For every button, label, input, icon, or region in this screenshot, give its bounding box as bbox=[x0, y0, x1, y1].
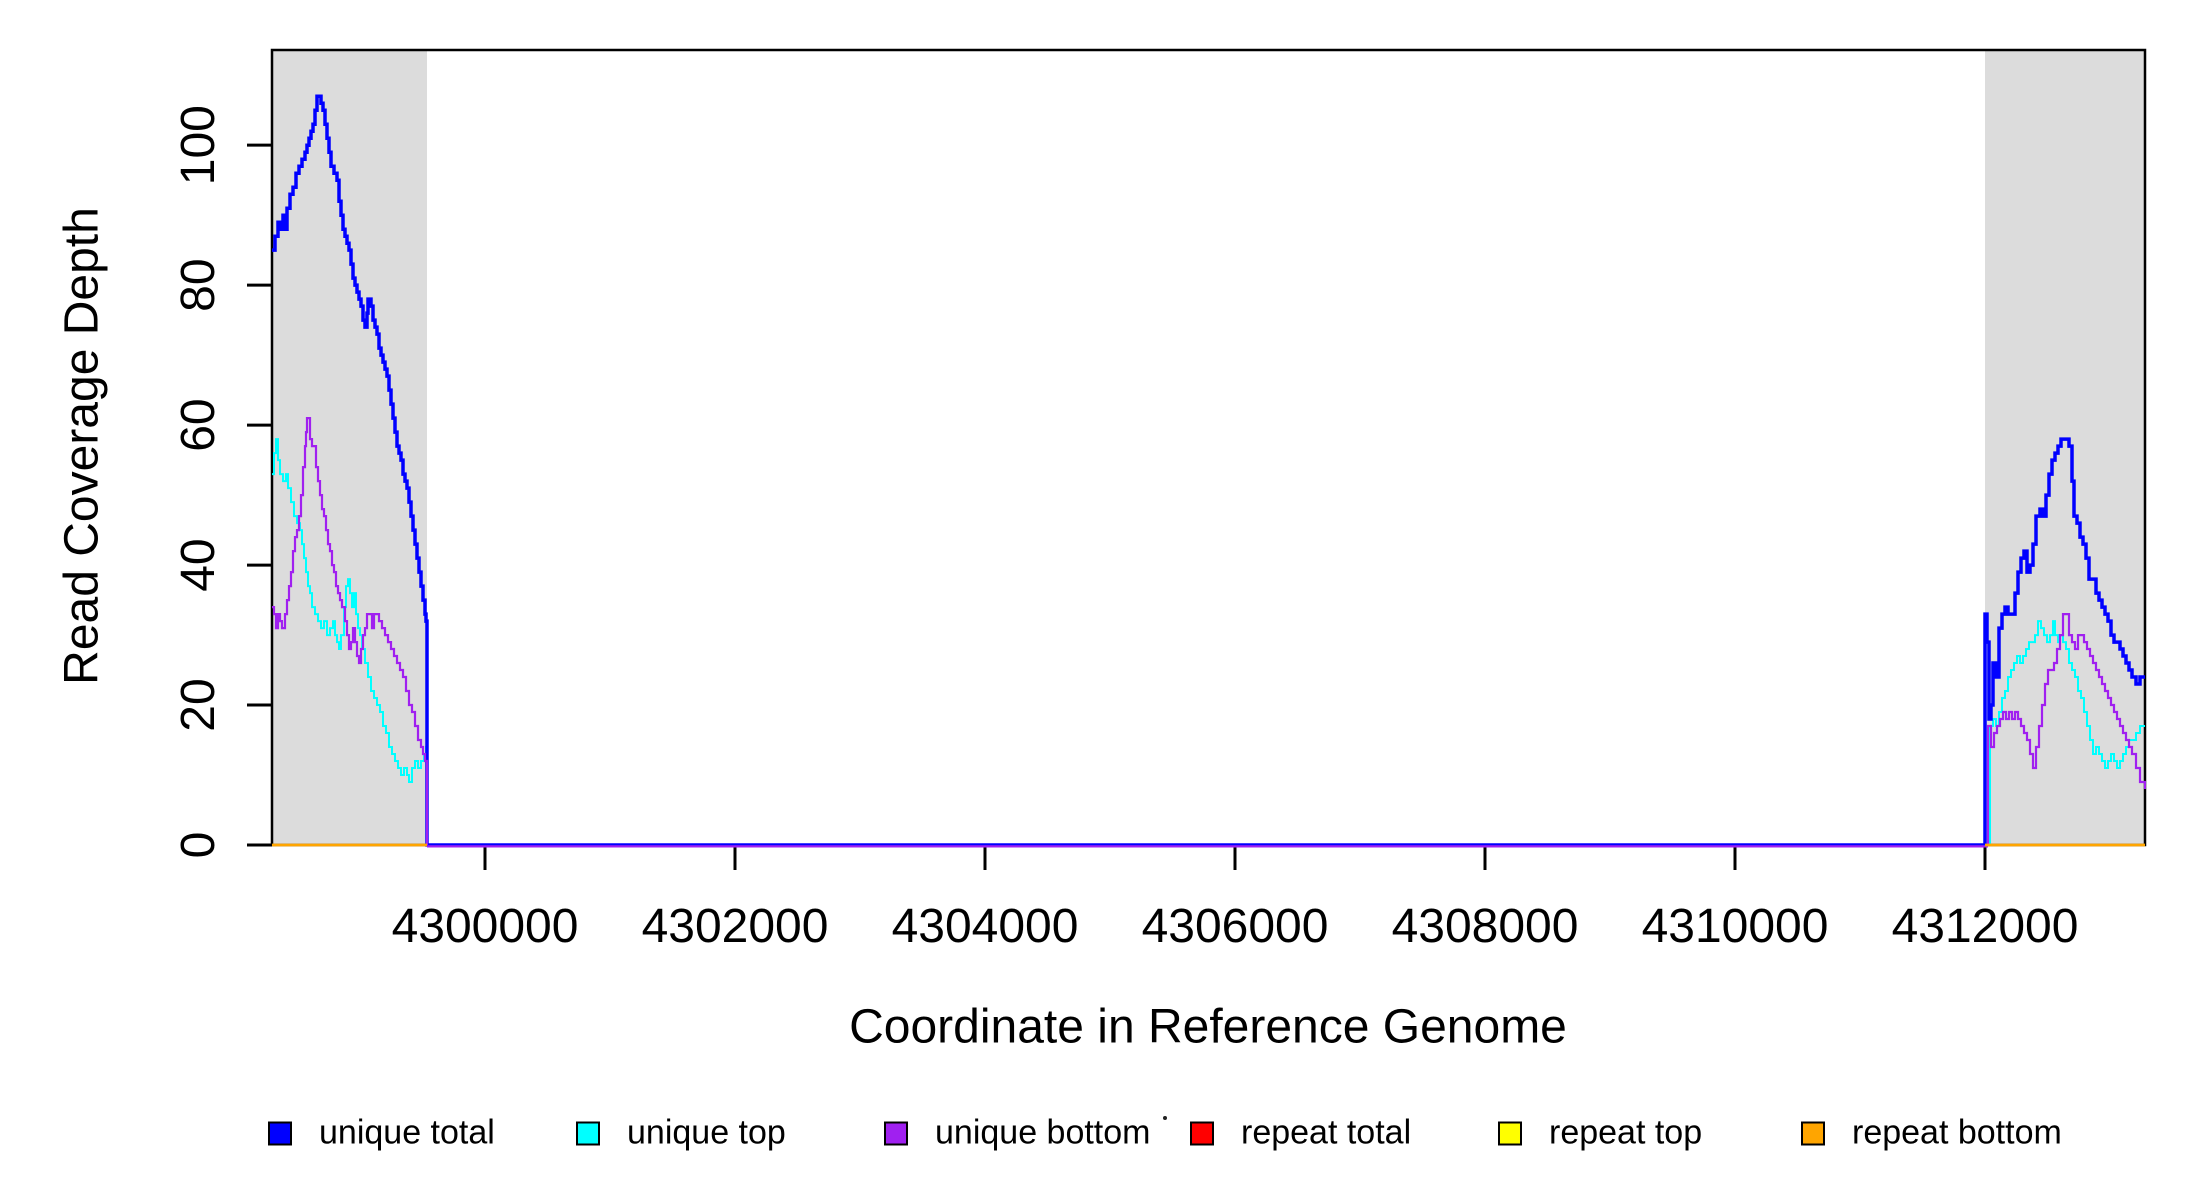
series-unique-bottom-line bbox=[1986, 613, 2146, 845]
x-tick-label: 4306000 bbox=[1142, 900, 1329, 953]
left-repeat-region bbox=[272, 50, 427, 845]
x-tick-label: 4308000 bbox=[1392, 900, 1579, 953]
y-tick-label: 40 bbox=[172, 538, 225, 591]
x-tick-label: 4300000 bbox=[392, 900, 579, 953]
y-tick-label: 60 bbox=[172, 398, 225, 451]
series-unique-top-line bbox=[272, 438, 2145, 846]
x-axis-title: Coordinate in Reference Genome bbox=[849, 1000, 1567, 1054]
x-tick-label: 4312000 bbox=[1892, 900, 2079, 953]
x-tick-label: 4302000 bbox=[642, 900, 829, 953]
x-tick-label: 4310000 bbox=[1642, 900, 1829, 953]
stray-dot bbox=[1163, 1116, 1167, 1120]
x-tick-label: 4304000 bbox=[892, 900, 1079, 953]
plot-border bbox=[270, 48, 2147, 847]
y-axis-title: Read Coverage Depth bbox=[55, 207, 109, 685]
series-unique-bottom-line bbox=[272, 417, 429, 845]
series-unique-total-line bbox=[272, 94, 2145, 847]
y-tick-label: 100 bbox=[172, 105, 225, 185]
y-tick-label: 80 bbox=[172, 258, 225, 311]
y-tick-label: 20 bbox=[172, 678, 225, 731]
y-tick-label: 0 bbox=[172, 832, 225, 859]
